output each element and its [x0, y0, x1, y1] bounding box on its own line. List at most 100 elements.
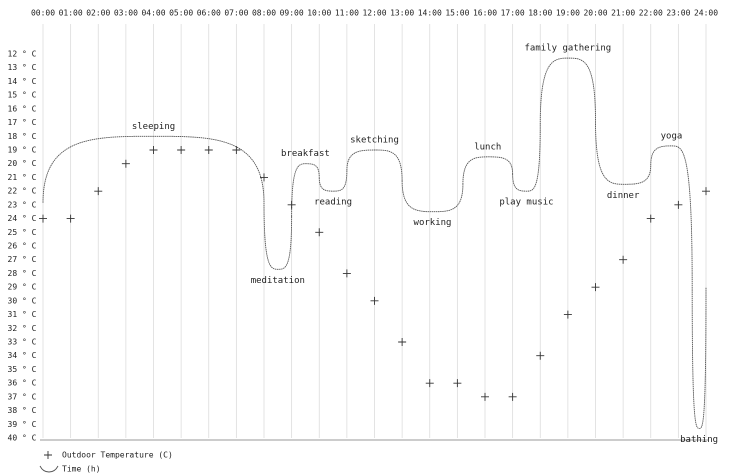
temperature-point	[646, 214, 655, 223]
activity-label: yoga	[661, 131, 683, 141]
activity-arc	[650, 145, 693, 288]
y-tick-label: 26 ° C	[8, 242, 37, 251]
activity-label: breakfast	[281, 149, 330, 159]
activity-label: meditation	[251, 276, 305, 286]
x-tick-label: 13:00	[390, 9, 414, 18]
activity-arc	[462, 156, 514, 185]
temperature-point	[425, 379, 434, 388]
x-tick-label: 03:00	[114, 9, 138, 18]
temperature-point	[563, 310, 572, 319]
y-tick-label: 12 ° C	[8, 50, 37, 59]
temperature-point	[674, 200, 683, 209]
activity-arc	[691, 287, 707, 429]
x-tick-label: 00:00	[31, 9, 55, 18]
y-tick-label: 17 ° C	[8, 118, 37, 127]
temperature-point	[204, 146, 213, 154]
x-tick-label: 18:00	[528, 9, 552, 18]
activity-label: reading	[314, 198, 352, 208]
y-tick-label: 32 ° C	[8, 324, 37, 333]
y-tick-label: 36 ° C	[8, 379, 37, 388]
x-tick-label: 04:00	[141, 9, 165, 18]
activity-arc	[291, 163, 320, 217]
temperature-point	[232, 146, 241, 154]
temperature-point	[287, 200, 296, 209]
temperature-point	[177, 146, 186, 154]
x-tick-label: 12:00	[362, 9, 386, 18]
y-tick-label: 16 ° C	[8, 104, 37, 113]
y-tick-label: 39 ° C	[8, 420, 37, 429]
y-tick-label: 13 ° C	[8, 63, 37, 72]
activity-arc	[595, 121, 652, 185]
temperature-point	[39, 214, 47, 223]
y-tick-label: 21 ° C	[8, 173, 37, 182]
y-tick-label: 19 ° C	[8, 146, 37, 155]
activity-label: lunch	[474, 142, 501, 152]
x-tick-label: 15:00	[445, 9, 469, 18]
activity-arc	[512, 124, 541, 192]
x-tick-label: 01:00	[59, 9, 83, 18]
temperature-point	[398, 338, 407, 346]
temperature-point	[149, 146, 158, 154]
x-tick-label: 02:00	[86, 9, 110, 18]
x-tick-label: 19:00	[556, 9, 580, 18]
temperature-point	[94, 187, 103, 196]
y-tick-label: 28 ° C	[8, 269, 37, 278]
activity-label: sleeping	[132, 122, 175, 132]
y-tick-label: 20 ° C	[8, 159, 37, 168]
y-tick-label: 37 ° C	[8, 392, 37, 401]
x-tick-label: 10:00	[307, 9, 331, 18]
legend-marker	[39, 465, 59, 473]
x-tick-label: 08:00	[252, 9, 276, 18]
temperature-point	[260, 173, 268, 182]
x-tick-label: 05:00	[169, 9, 193, 18]
y-tick-label: 40 ° C	[8, 434, 37, 443]
temperature-point	[342, 269, 351, 278]
x-tick-label: 14:00	[418, 9, 442, 18]
x-tick-label: 20:00	[583, 9, 607, 18]
y-tick-label: 35 ° C	[8, 365, 37, 374]
legend-marker	[44, 451, 52, 459]
temperature-point	[702, 187, 710, 196]
y-tick-label: 24 ° C	[8, 214, 37, 223]
activity-arc	[318, 170, 348, 192]
y-tick-label: 18 ° C	[8, 132, 37, 141]
x-tick-label: 07:00	[224, 9, 248, 18]
y-tick-label: 15 ° C	[8, 91, 37, 100]
activity-label: play music	[499, 198, 553, 208]
temperature-point	[508, 392, 517, 401]
y-tick-label: 25 ° C	[8, 228, 37, 237]
activity-arc	[346, 149, 403, 181]
y-tick-label: 34 ° C	[8, 351, 37, 360]
activity-label: bathing	[680, 435, 718, 445]
x-tick-label: 22:00	[639, 9, 663, 18]
activity-arc	[401, 180, 464, 213]
legend-label: Time (h)	[62, 465, 101, 474]
x-tick-label: 23:00	[666, 9, 690, 18]
activity-label: dinner	[607, 191, 640, 201]
y-tick-label: 22 ° C	[8, 187, 37, 196]
activity-label: sketching	[350, 136, 399, 146]
temperature-point	[370, 296, 379, 305]
activity-label: family gathering	[525, 44, 612, 54]
y-tick-label: 31 ° C	[8, 310, 37, 319]
activity-arc	[42, 135, 265, 203]
temperature-point	[481, 392, 489, 401]
temperature-point	[536, 351, 545, 360]
temperature-point	[121, 159, 130, 168]
y-tick-label: 33 ° C	[8, 338, 37, 347]
activity-arc	[539, 57, 596, 125]
x-tick-label: 09:00	[280, 9, 304, 18]
y-tick-label: 14 ° C	[8, 77, 37, 86]
temperature-point	[453, 379, 462, 388]
x-tick-label: 06:00	[197, 9, 221, 18]
x-tick-label: 11:00	[335, 9, 359, 18]
temperature-point	[66, 214, 75, 223]
x-tick-label: 17:00	[501, 9, 525, 18]
y-tick-label: 27 ° C	[8, 255, 37, 264]
temperature-point	[591, 283, 600, 292]
activity-label: working	[414, 218, 452, 228]
y-tick-label: 30 ° C	[8, 296, 37, 305]
x-tick-label: 21:00	[611, 9, 635, 18]
x-tick-label: 24:00	[694, 9, 718, 18]
